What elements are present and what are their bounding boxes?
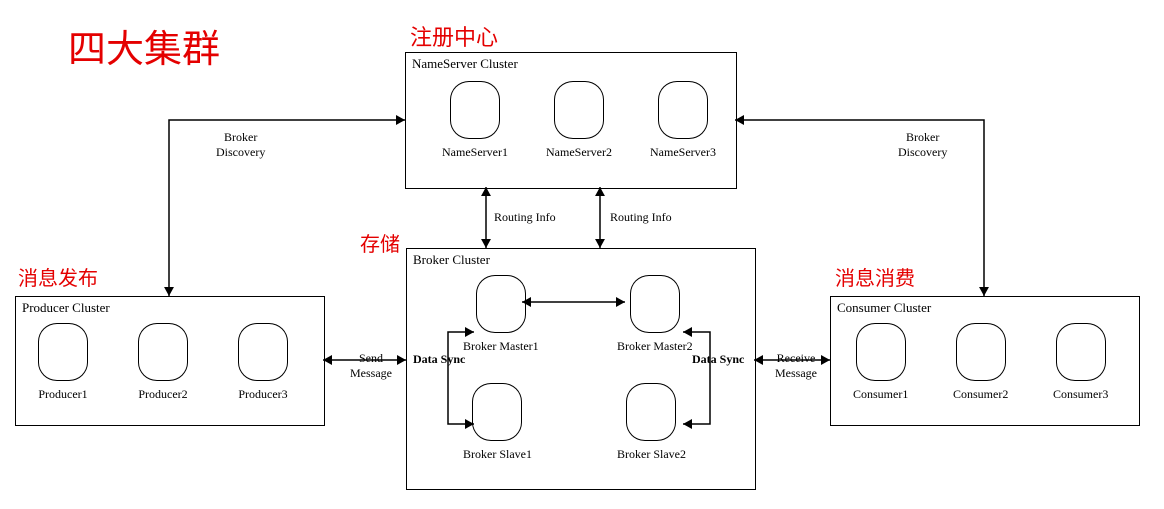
node-label: NameServer3: [650, 145, 716, 160]
node-shape: [472, 383, 522, 441]
node-consumer1: Consumer1: [853, 323, 908, 402]
label-routing-info-right: Routing Info: [610, 210, 672, 225]
node-label: NameServer2: [546, 145, 612, 160]
node-shape: [658, 81, 708, 139]
node-label: Consumer3: [1053, 387, 1108, 402]
annotation-title: 四大集群: [68, 18, 220, 73]
label-data-sync-right: Data Sync: [692, 352, 744, 367]
label-send-message: SendMessage: [350, 351, 392, 381]
node-broker-master1: Broker Master1: [463, 275, 539, 354]
cluster-producer: Producer Cluster Producer1 Producer2 Pro…: [15, 296, 325, 426]
node-nameserver3: NameServer3: [650, 81, 716, 160]
node-producer1: Producer1: [38, 323, 88, 402]
node-label: Producer3: [238, 387, 288, 402]
node-broker-master2: Broker Master2: [617, 275, 693, 354]
node-shape: [856, 323, 906, 381]
node-label: NameServer1: [442, 145, 508, 160]
annotation-registry: 注册中心: [410, 20, 498, 52]
node-shape: [450, 81, 500, 139]
node-label: Consumer2: [953, 387, 1008, 402]
cluster-nameserver: NameServer Cluster NameServer1 NameServe…: [405, 52, 737, 189]
node-broker-slave2: Broker Slave2: [617, 383, 686, 462]
cluster-title-nameserver: NameServer Cluster: [412, 56, 518, 72]
cluster-title-consumer: Consumer Cluster: [837, 300, 931, 316]
label-receive-message: ReceiveMessage: [775, 351, 817, 381]
node-shape: [476, 275, 526, 333]
node-nameserver2: NameServer2: [546, 81, 612, 160]
node-consumer2: Consumer2: [953, 323, 1008, 402]
node-shape: [956, 323, 1006, 381]
node-producer2: Producer2: [138, 323, 188, 402]
cluster-title-broker: Broker Cluster: [413, 252, 490, 268]
label-broker-discovery-right: BrokerDiscovery: [898, 130, 947, 160]
node-shape: [138, 323, 188, 381]
node-shape: [1056, 323, 1106, 381]
cluster-broker: Broker Cluster Broker Master1 Broker Mas…: [406, 248, 756, 490]
node-shape: [38, 323, 88, 381]
node-shape: [630, 275, 680, 333]
annotation-consume: 消息消费: [835, 262, 915, 291]
node-label: Consumer1: [853, 387, 908, 402]
node-label: Broker Master1: [463, 339, 539, 354]
node-nameserver1: NameServer1: [442, 81, 508, 160]
diagram-canvas: 四大集群 注册中心 存储 消息发布 消息消费 NameServer Cluste…: [0, 0, 1164, 509]
node-label: Producer2: [138, 387, 188, 402]
node-shape: [626, 383, 676, 441]
node-producer3: Producer3: [238, 323, 288, 402]
cluster-title-producer: Producer Cluster: [22, 300, 110, 316]
annotation-storage: 存储: [360, 228, 400, 257]
label-broker-discovery-left: BrokerDiscovery: [216, 130, 265, 160]
node-shape: [238, 323, 288, 381]
node-label: Broker Slave2: [617, 447, 686, 462]
node-consumer3: Consumer3: [1053, 323, 1108, 402]
annotation-publish: 消息发布: [18, 262, 98, 291]
cluster-consumer: Consumer Cluster Consumer1 Consumer2 Con…: [830, 296, 1140, 426]
label-routing-info-left: Routing Info: [494, 210, 556, 225]
node-label: Producer1: [38, 387, 88, 402]
label-data-sync-left: Data Sync: [413, 352, 465, 367]
node-label: Broker Master2: [617, 339, 693, 354]
node-broker-slave1: Broker Slave1: [463, 383, 532, 462]
node-label: Broker Slave1: [463, 447, 532, 462]
node-shape: [554, 81, 604, 139]
